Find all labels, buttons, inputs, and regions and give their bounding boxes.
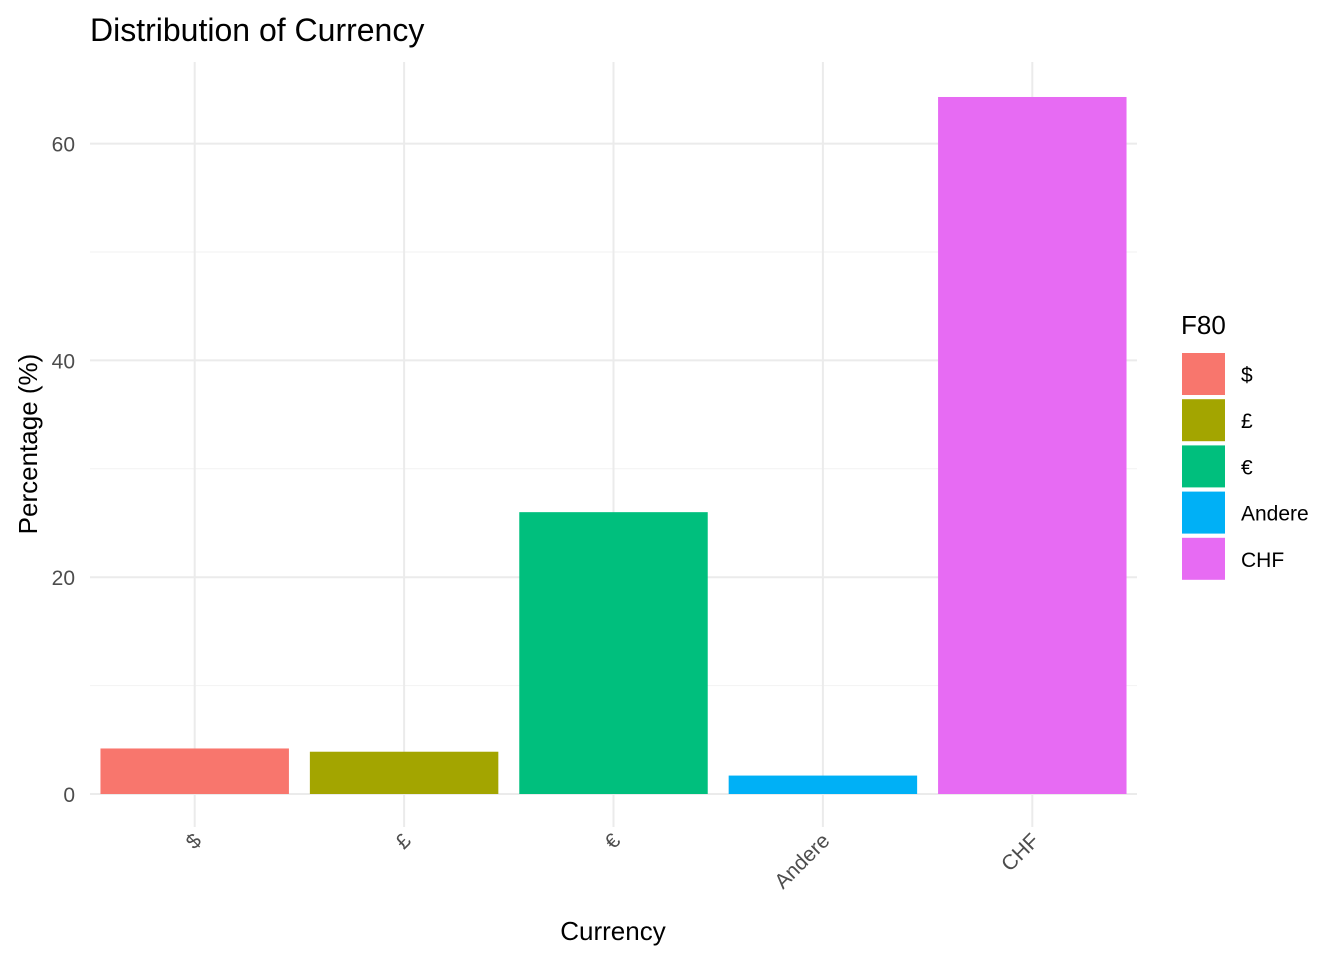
x-axis-ticks: $ £ € Andere CHF [182,829,1044,893]
y-tick-label: 0 [63,784,75,807]
legend-swatch [1182,353,1225,395]
legend-label: Andere [1241,503,1309,526]
legend-swatch [1182,399,1225,442]
bar-3 [728,775,918,794]
legend-title: F80 [1181,310,1226,340]
x-tick-label: CHF [997,829,1044,876]
legend-label: £ [1241,410,1253,433]
legend-label: CHF [1241,549,1284,572]
y-axis-title: Percentage (%) [13,354,43,535]
y-tick-label: 20 [52,567,75,590]
x-tick-label: € [601,829,626,854]
legend: F80 $ £ € Andere CHF [1181,310,1309,580]
x-axis-title: Currency [560,916,665,946]
legend-swatch [1182,491,1225,534]
x-tick-label: £ [391,829,416,854]
bar-0 [100,748,289,794]
legend-swatch [1182,445,1225,488]
bar-2 [519,512,708,794]
bar-1 [309,751,499,794]
legend-label: $ [1241,364,1253,387]
x-tick-label: $ [182,829,207,854]
chart-title: Distribution of Currency [90,12,424,48]
legend-swatch [1182,537,1225,580]
y-tick-label: 40 [52,350,75,373]
bars [100,96,1127,795]
bar-4 [938,96,1127,795]
x-tick-label: Andere [770,829,834,893]
y-tick-label: 60 [52,134,75,157]
legend-label: € [1241,456,1253,479]
y-axis-ticks: 0 20 40 60 [52,134,75,807]
